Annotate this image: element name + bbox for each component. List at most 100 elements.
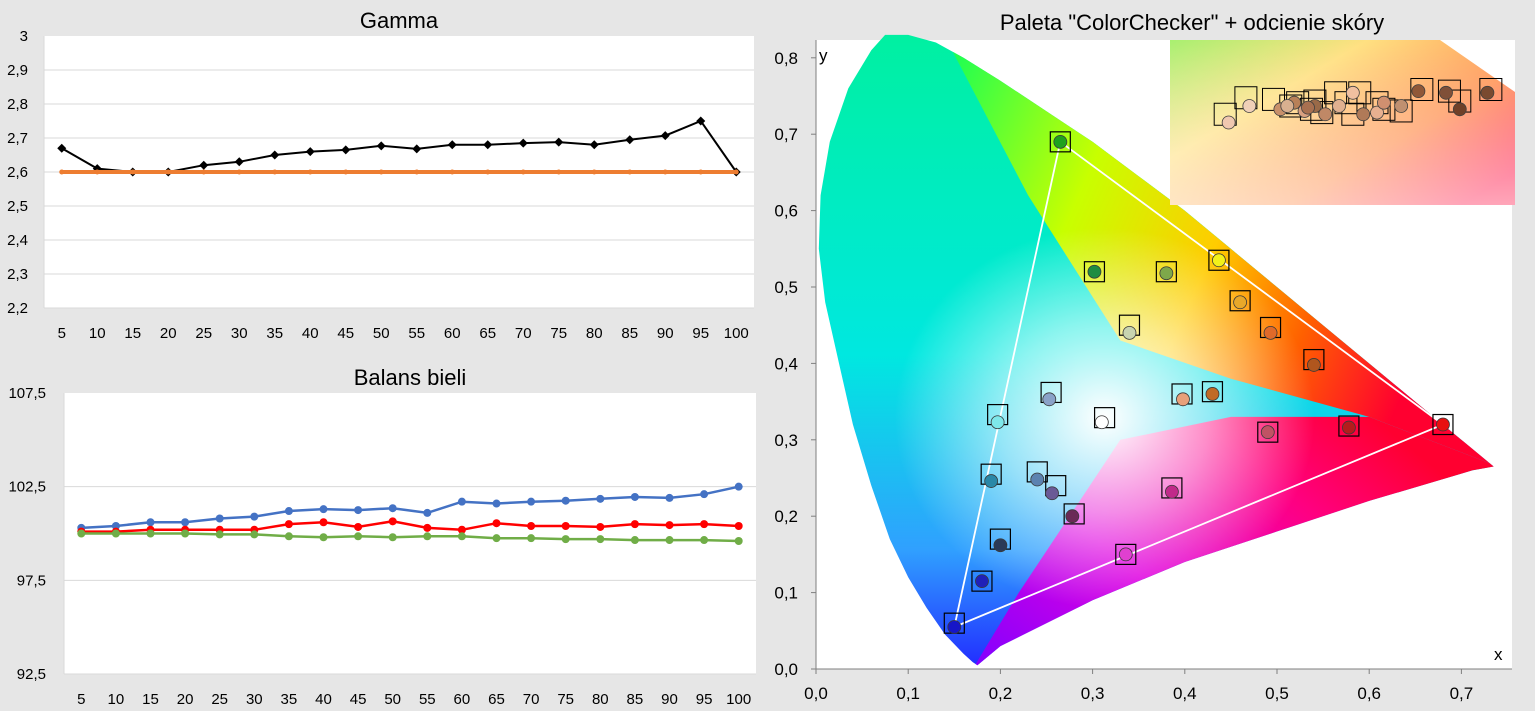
- measured-point: [1436, 417, 1450, 432]
- cie-y-tick-labels: 0,0 0,1 0,2 0,3 0,4 0,5 0,6 0,7 0,8: [774, 49, 798, 679]
- y-tick-label: 2,5: [7, 198, 28, 215]
- data-point: [181, 518, 190, 527]
- y-tick-label: 107,5: [8, 385, 46, 402]
- reference-square: [1115, 543, 1137, 566]
- x-tick-label: 0,7: [1450, 684, 1474, 703]
- y-tick-label: 92,5: [17, 666, 46, 683]
- white-balance-y-tick-labels: 92,5 97,5 102,5 107,5: [8, 385, 46, 683]
- x-tick-label: 75: [557, 691, 574, 708]
- x-tick-label: 0,1: [896, 684, 920, 703]
- x-tick-label: 50: [373, 325, 390, 342]
- reference-square: [1063, 503, 1085, 525]
- y-tick-label: 0,1: [774, 584, 798, 603]
- reference-square: [1257, 421, 1279, 443]
- reference-square: [1155, 261, 1177, 283]
- data-point: [665, 493, 674, 502]
- data-point: [561, 522, 570, 531]
- x-tick-label: 90: [657, 325, 674, 342]
- measured-point: [993, 538, 1008, 553]
- reference-square: [1338, 415, 1360, 437]
- x-tick-label: 20: [177, 691, 194, 708]
- y-tick-label: 2,9: [7, 62, 28, 79]
- data-point: [272, 169, 278, 175]
- data-point: [181, 529, 190, 538]
- x-tick-label: 60: [454, 691, 471, 708]
- data-point: [250, 530, 259, 539]
- data-point: [94, 169, 100, 175]
- cie-chart-title: Paleta "ColorChecker" + odcienie skóry: [1000, 10, 1384, 35]
- data-point: [447, 140, 457, 150]
- data-point: [527, 497, 536, 506]
- data-point: [59, 169, 65, 175]
- white-balance-x-tick-labels: 5 10 15 20 25 30 35 40 45 50 55 60 65 70 75 80 85 90 95 100: [77, 691, 751, 708]
- data-point: [57, 143, 67, 153]
- data-point: [630, 492, 639, 501]
- gamma-chart-title: Gamma: [360, 8, 439, 33]
- data-point: [561, 496, 570, 505]
- inset-reference-square: [1262, 87, 1285, 111]
- data-point: [423, 532, 432, 541]
- data-point: [596, 494, 605, 503]
- data-point: [591, 169, 597, 175]
- x-tick-label: 50: [384, 691, 401, 708]
- y-tick-label: 0,6: [774, 202, 798, 221]
- data-point: [561, 535, 570, 544]
- x-tick-label: 25: [211, 691, 228, 708]
- y-tick-label: 2,4: [7, 232, 28, 249]
- gamma-series: [57, 116, 741, 177]
- data-point: [665, 536, 674, 545]
- x-tick-label: 30: [246, 691, 263, 708]
- data-point: [457, 497, 466, 506]
- inset-measured-point: [1345, 85, 1360, 100]
- data-point: [449, 169, 455, 175]
- data-point: [665, 521, 674, 530]
- data-point: [270, 150, 280, 160]
- data-point: [354, 506, 363, 515]
- data-point: [734, 482, 743, 491]
- data-point: [201, 169, 207, 175]
- y-tick-label: 102,5: [8, 479, 46, 496]
- measured-point: [1042, 392, 1057, 407]
- white-balance-series: [77, 482, 743, 545]
- cie-y-axis-label: y: [819, 46, 828, 65]
- data-point: [457, 525, 466, 534]
- x-tick-label: 25: [195, 325, 212, 342]
- inset-reference-square: [1410, 78, 1434, 101]
- data-point: [518, 138, 528, 148]
- data-point: [284, 507, 293, 516]
- y-tick-label: 2,8: [7, 96, 28, 113]
- data-point: [234, 157, 244, 167]
- inset-measured-points: [1221, 84, 1495, 130]
- x-tick-label: 0,3: [1081, 684, 1105, 703]
- data-point: [700, 490, 709, 499]
- measured-point: [1030, 472, 1045, 487]
- measured-point: [1205, 387, 1220, 401]
- data-point: [492, 499, 501, 508]
- measured-point: [1045, 486, 1059, 501]
- data-point: [319, 533, 328, 542]
- series-line: [81, 485, 739, 530]
- reference-square: [971, 570, 993, 592]
- x-tick-label: 100: [724, 325, 749, 342]
- data-point: [696, 116, 706, 126]
- y-tick-label: 0,0: [774, 660, 798, 679]
- gamma-chart: Gamma 2,2 2,3 2,4 2,5 2,6 2,7 2,8 2,9 3 5 10 15 20 2…: [7, 8, 754, 342]
- x-tick-label: 40: [315, 691, 332, 708]
- measured-point: [1065, 509, 1080, 524]
- cie-measured-points: [947, 134, 1450, 634]
- data-point: [305, 147, 315, 157]
- cie-gamut-triangle: [953, 140, 1445, 629]
- data-point: [343, 169, 349, 175]
- data-point: [734, 536, 743, 545]
- y-tick-label: 0,5: [774, 278, 798, 297]
- cie-skin-tone-inset: [1170, 40, 1515, 205]
- reference-square: [1201, 381, 1224, 403]
- y-tick-label: 3: [20, 28, 28, 45]
- data-point: [284, 520, 293, 529]
- measured-point: [1212, 253, 1226, 268]
- inset-measured-point: [1332, 99, 1346, 113]
- data-point: [284, 532, 293, 541]
- data-point: [388, 504, 397, 513]
- measured-point: [1122, 325, 1137, 340]
- measured-point: [1263, 325, 1278, 340]
